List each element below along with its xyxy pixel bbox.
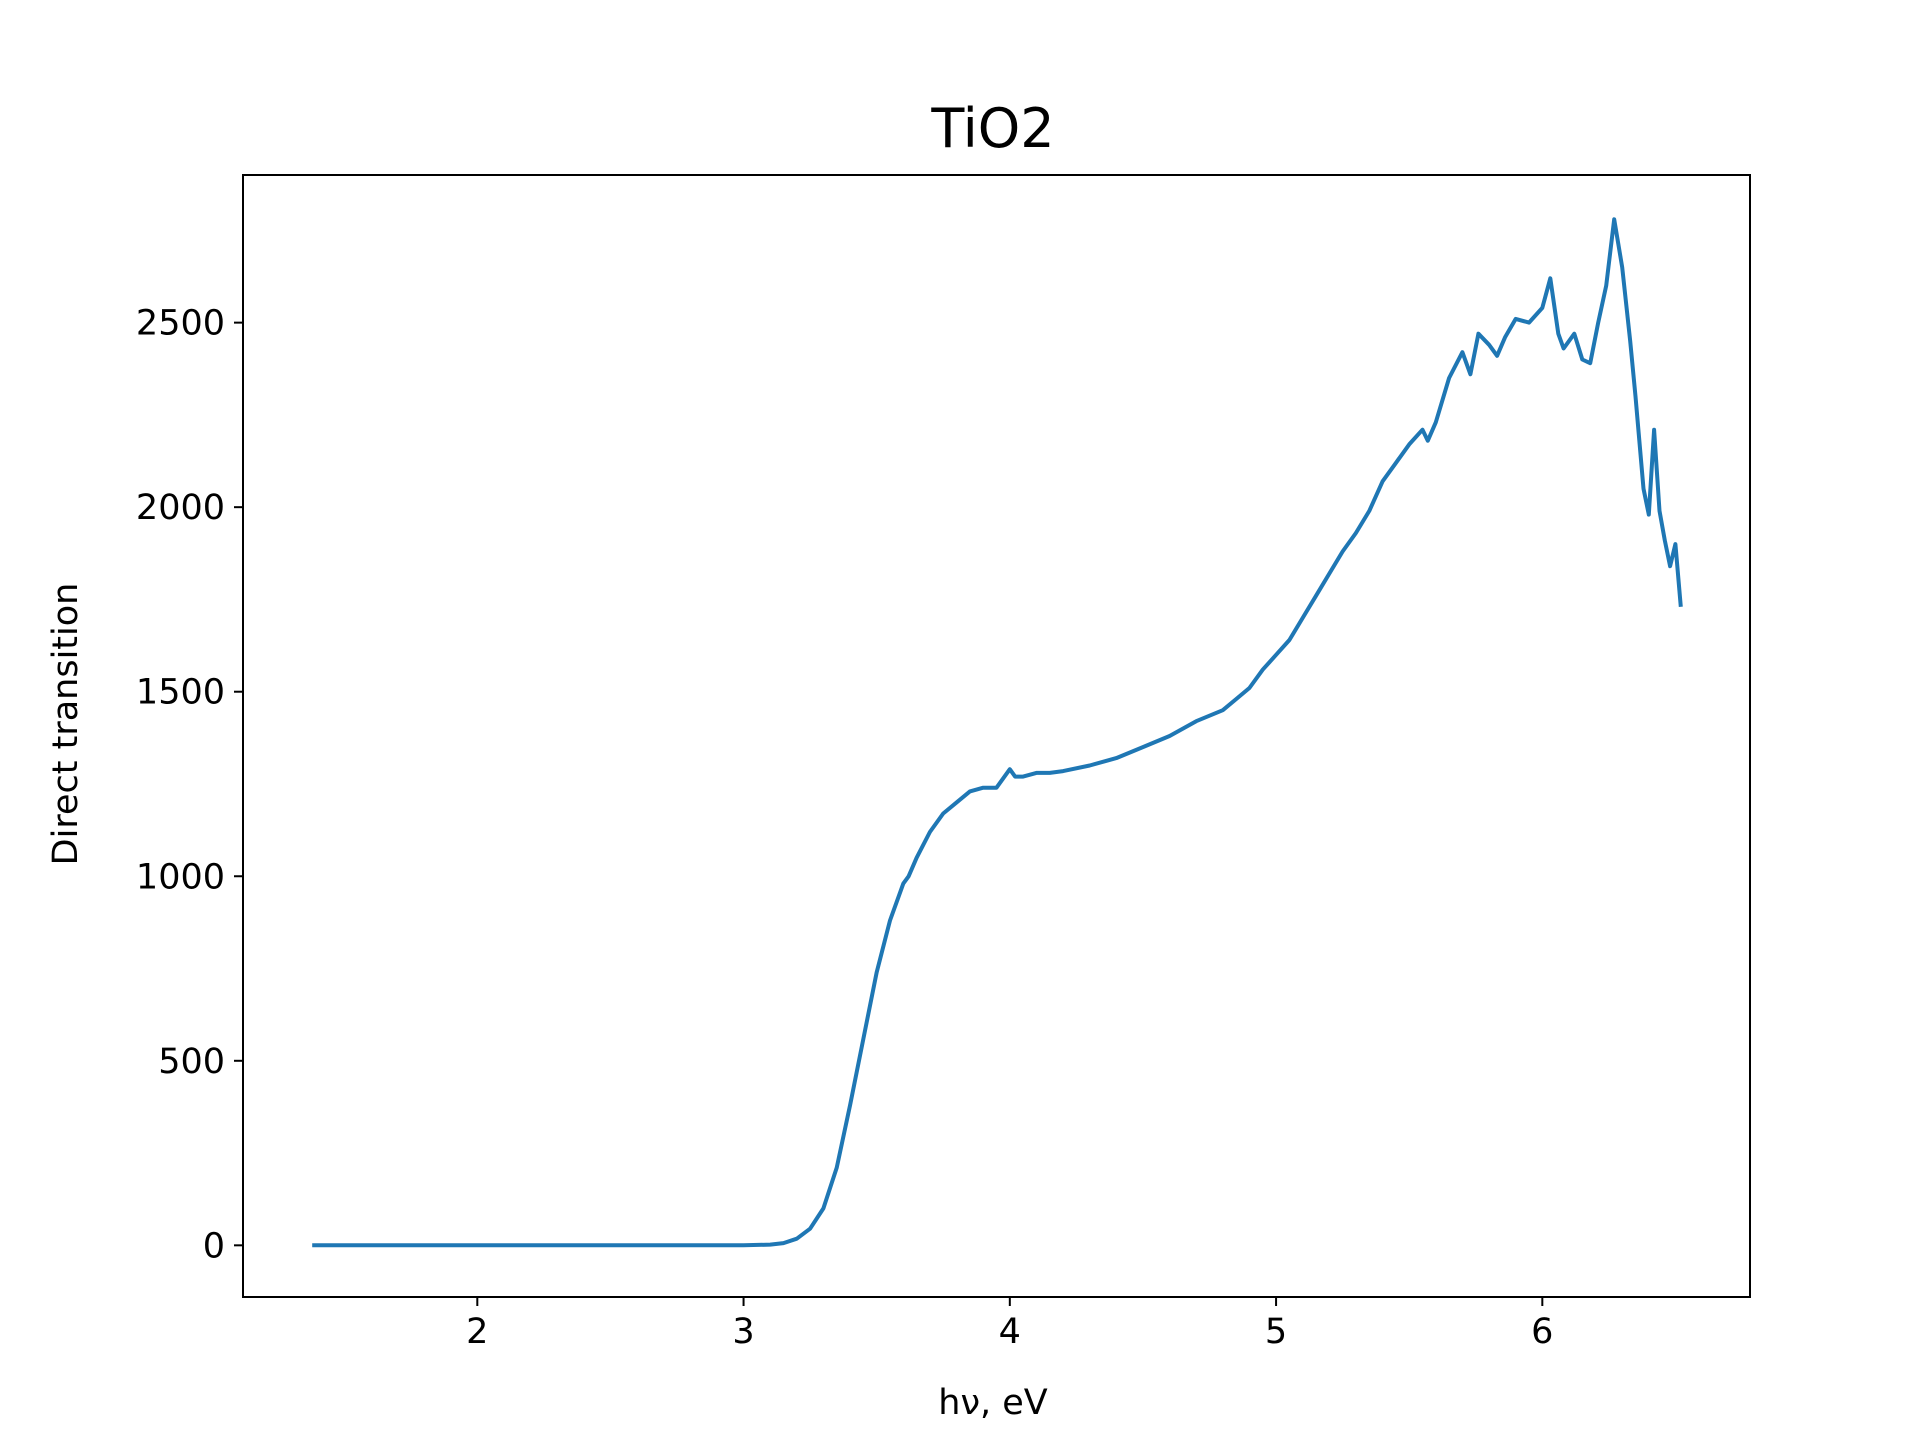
chart-title: TiO2: [930, 97, 1054, 160]
x-tick-label: 3: [732, 1312, 754, 1352]
y-tick-label: 2000: [136, 488, 225, 528]
x-tick-label: 2: [466, 1312, 488, 1352]
y-tick-label: 0: [203, 1226, 225, 1266]
series-line-0: [312, 217, 1683, 1248]
plot-area: [312, 217, 1683, 1248]
y-tick-label: 1500: [136, 673, 225, 713]
y-axis-label: Direct transition: [46, 583, 86, 866]
x-axis-ticks: 2 3 4 5 6: [466, 1297, 1553, 1352]
y-tick-label: 2500: [136, 304, 225, 344]
y-tick-label: 1000: [136, 857, 225, 897]
x-axis-label: hν, eV: [938, 1383, 1048, 1423]
x-tick-label: 4: [999, 1312, 1021, 1352]
y-axis-ticks: 0 500 1000 1500 2000 2500: [136, 304, 243, 1266]
axes-frame: [242, 174, 1751, 1298]
x-tick-label: 6: [1531, 1312, 1553, 1352]
y-tick-label: 500: [158, 1042, 225, 1082]
x-tick-label: 5: [1265, 1312, 1287, 1352]
